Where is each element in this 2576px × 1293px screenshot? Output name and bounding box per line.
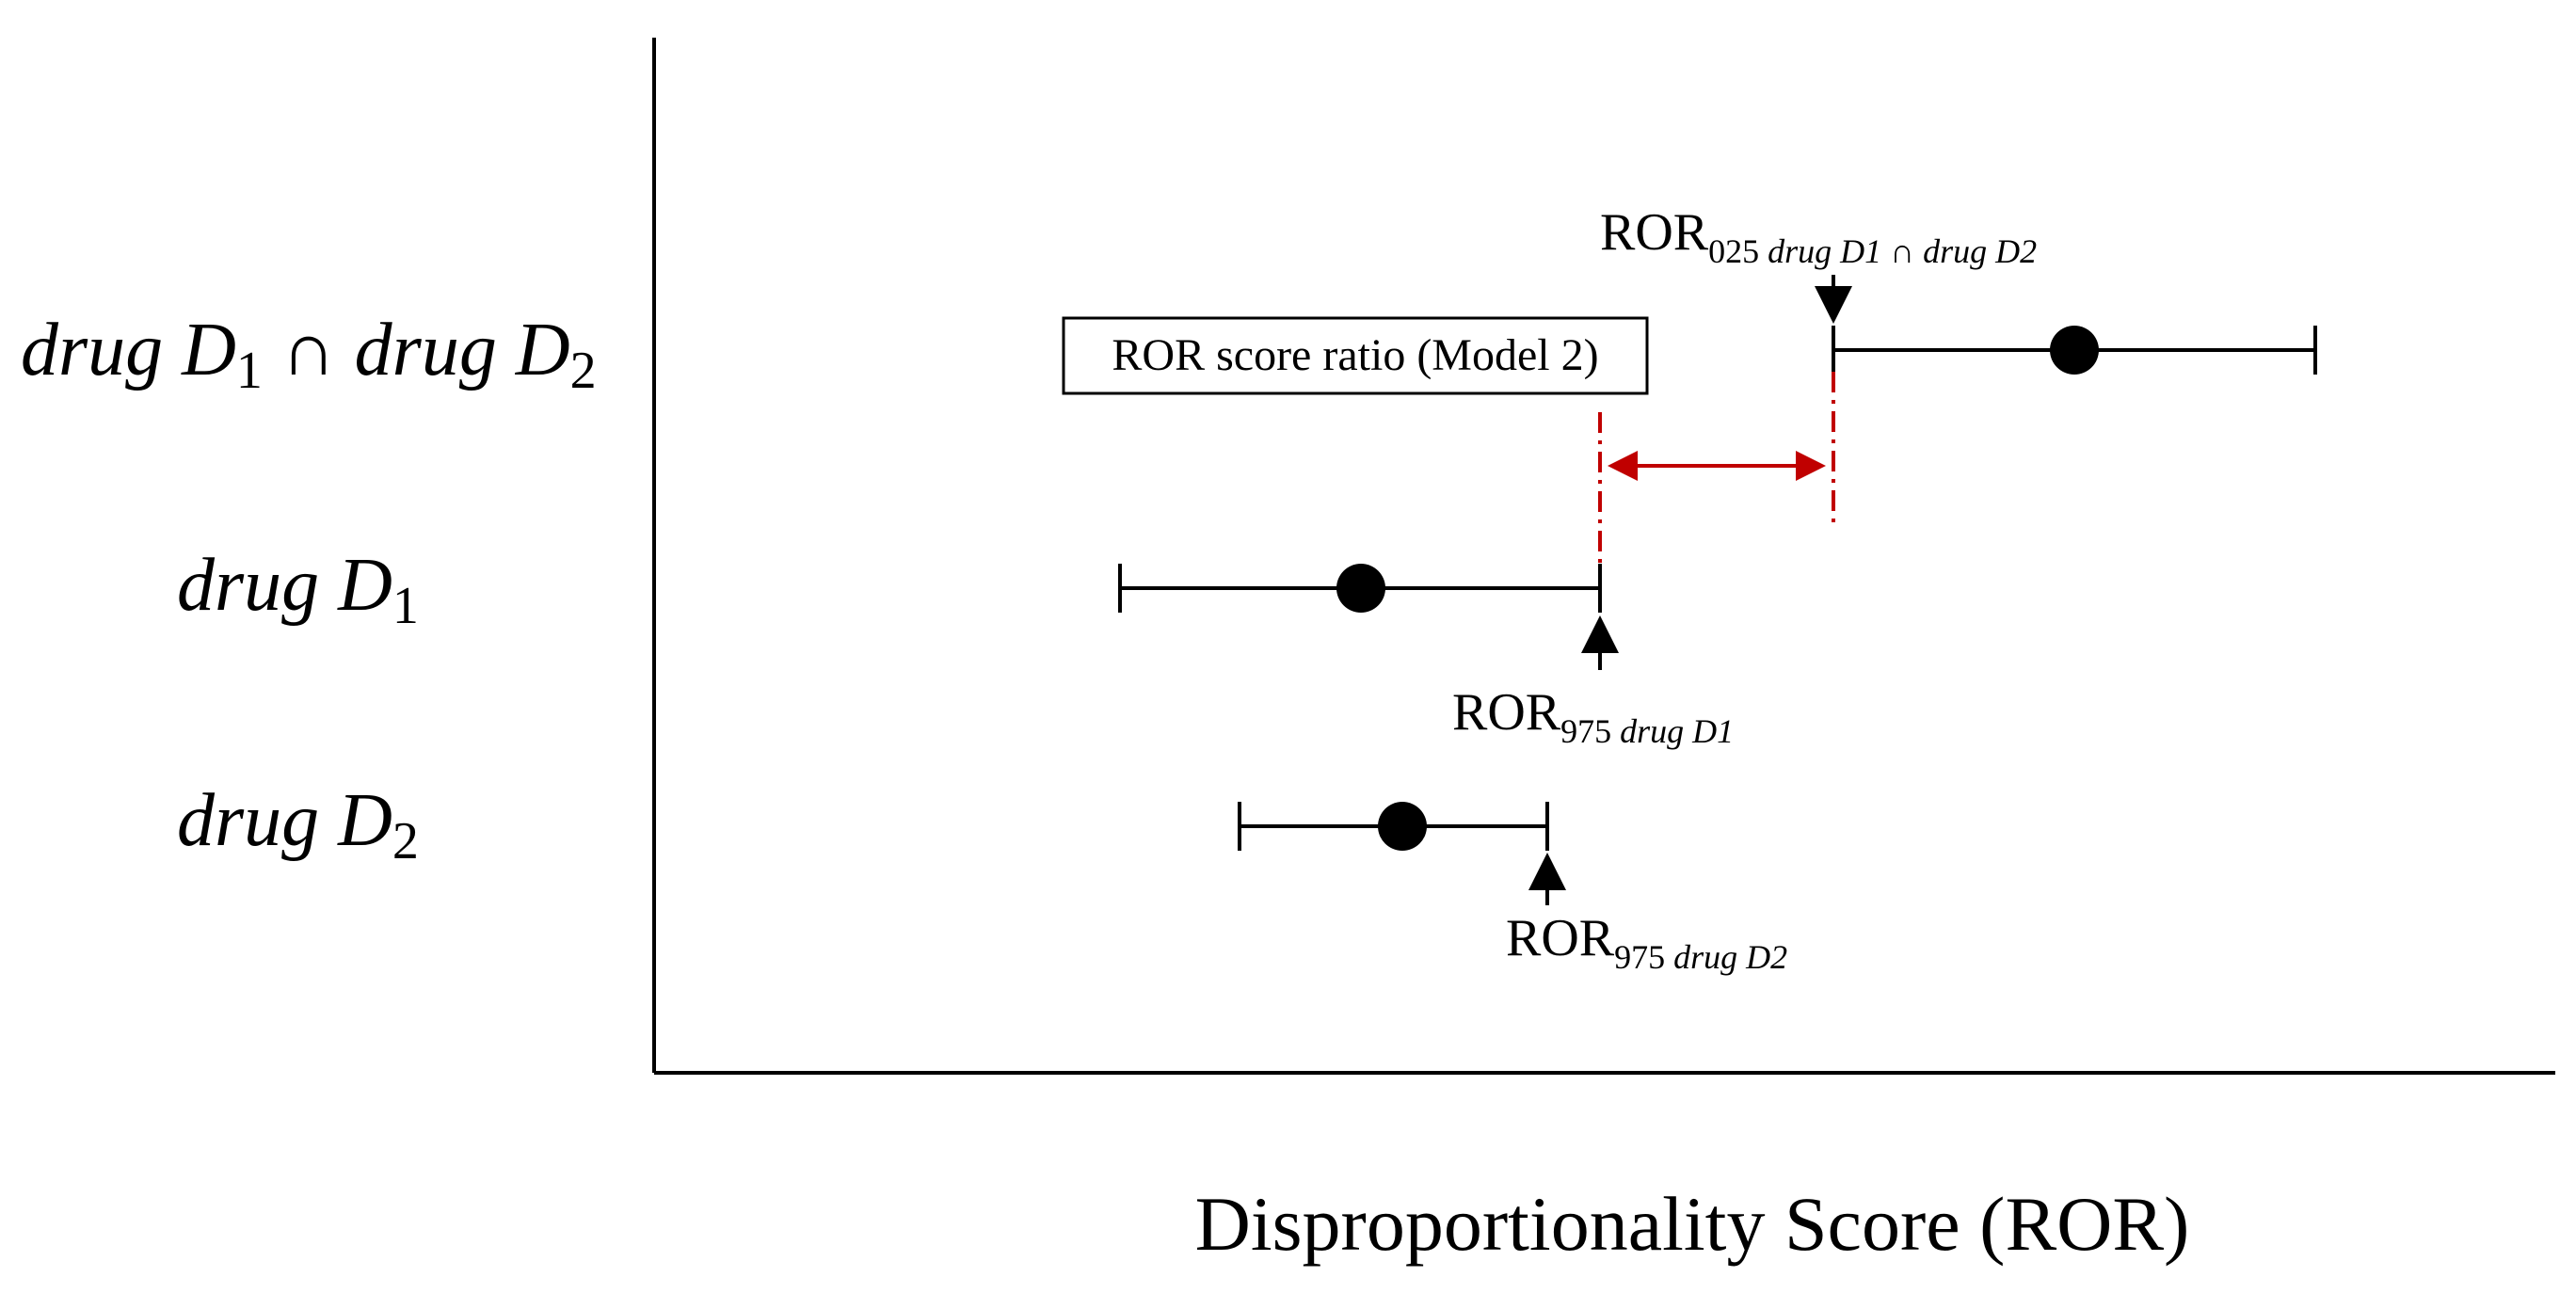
point-estimate-d1 (1336, 564, 1385, 613)
ror-025-sub-text: drug D1 ∩ drug D2 (1768, 232, 2037, 270)
ror-975-d1-label: ROR975 drug D1 (1452, 683, 1734, 750)
model-box (1062, 316, 1649, 395)
ror-975-d1-main: ROR (1452, 683, 1561, 742)
ror-025-sub-num: 025 (1708, 232, 1768, 270)
row-label-d1-sub: 1 (392, 577, 419, 635)
row-label-d2-main: drug D (177, 779, 392, 862)
ror-975-d2-label: ROR975 drug D2 (1506, 909, 1787, 976)
row-label-interaction-sub-1: 1 (236, 342, 263, 400)
ror-975-d2-sub-text: drug D2 (1673, 938, 1787, 976)
row-label-d1-main: drug D (177, 544, 392, 627)
ror-975-d2-main: ROR (1506, 909, 1615, 967)
row-label-interaction-part-b: ∩ drug D (263, 309, 570, 391)
row-label-d2: drug D2 (177, 779, 419, 870)
ror-975-d2-sub-num: 975 (1614, 938, 1673, 976)
row-label-interaction-sub-2: 2 (570, 342, 597, 400)
ror-975-d1-sub-num: 975 (1560, 712, 1620, 750)
row-label-d1: drug D1 (177, 544, 419, 635)
ror-975-d1-sub-text: drug D1 (1620, 712, 1734, 750)
point-estimate-d2 (1378, 802, 1427, 851)
x-axis-title: Disproportionality Score (ROR) (1195, 1181, 2190, 1267)
ror-025-main: ROR (1600, 203, 1709, 262)
row-label-interaction: drug D1 ∩ drug D2 (21, 309, 597, 400)
row-label-d2-sub: 2 (392, 812, 419, 870)
row-label-interaction-part-a: drug D (21, 309, 236, 391)
model-box-label: ROR score ratio (Model 2) (1112, 330, 1598, 380)
point-estimate-interaction (2050, 326, 2099, 375)
ror-025-label: ROR025 drug D1 ∩ drug D2 (1600, 203, 2037, 270)
